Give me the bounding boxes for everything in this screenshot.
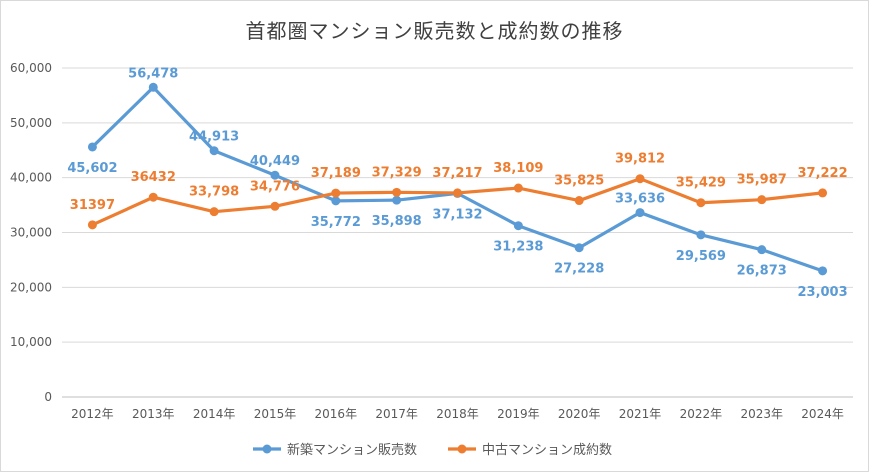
data-point — [818, 266, 828, 276]
data-label: 44,913 — [189, 130, 239, 145]
data-point — [209, 146, 219, 156]
data-label: 35,987 — [737, 173, 787, 188]
data-label: 31,238 — [493, 240, 543, 255]
data-point — [270, 170, 280, 180]
legend-marker — [262, 444, 272, 454]
data-label: 36432 — [131, 170, 176, 185]
data-point — [331, 188, 341, 198]
data-label: 35,825 — [554, 174, 604, 189]
y-tick-label: 20,000 — [10, 280, 52, 294]
x-tick-label: 2017年 — [375, 407, 418, 421]
data-point — [635, 208, 645, 218]
y-tick-label: 50,000 — [10, 116, 52, 130]
data-label: 31397 — [70, 198, 115, 213]
x-tick-label: 2020年 — [558, 407, 601, 421]
y-tick-label: 60,000 — [10, 61, 52, 75]
chart-title: 首都圏マンション販売数と成約数の推移 — [245, 19, 624, 43]
data-label: 35,898 — [372, 214, 422, 229]
data-point — [148, 192, 158, 202]
data-label: 33,636 — [615, 192, 665, 207]
x-tick-label: 2019年 — [497, 407, 540, 421]
data-point — [87, 142, 97, 152]
x-tick-label: 2015年 — [254, 407, 297, 421]
data-point — [392, 195, 402, 205]
x-tick-label: 2022年 — [680, 407, 723, 421]
data-point — [392, 187, 402, 197]
x-tick-label: 2014年 — [193, 407, 236, 421]
x-tick-label: 2012年 — [71, 407, 114, 421]
data-label: 29,569 — [676, 249, 726, 264]
y-tick-label: 0 — [44, 390, 52, 404]
data-label: 26,873 — [737, 264, 787, 279]
legend-marker — [457, 444, 467, 454]
data-label: 27,228 — [554, 262, 604, 277]
data-point — [209, 207, 219, 217]
data-label: 23,003 — [797, 285, 847, 300]
data-point — [757, 195, 767, 205]
y-tick-label: 40,000 — [10, 171, 52, 185]
x-tick-label: 2016年 — [315, 407, 358, 421]
data-label: 38,109 — [493, 161, 543, 176]
data-point — [696, 198, 706, 208]
data-label: 39,812 — [615, 152, 665, 167]
data-point — [696, 230, 706, 240]
data-label: 37,329 — [372, 165, 422, 180]
data-point — [148, 82, 158, 92]
data-point — [818, 188, 828, 198]
x-tick-label: 2018年 — [436, 407, 479, 421]
y-tick-label: 10,000 — [10, 335, 52, 349]
x-tick-label: 2023年 — [740, 407, 783, 421]
data-label: 34,776 — [250, 179, 300, 194]
x-tick-label: 2013年 — [132, 407, 175, 421]
data-label: 35,429 — [676, 176, 726, 191]
data-point — [87, 220, 97, 230]
data-label: 37,217 — [432, 166, 482, 181]
data-label: 56,478 — [128, 66, 178, 81]
data-point — [453, 188, 462, 198]
data-point — [574, 196, 584, 206]
data-label: 37,189 — [311, 166, 361, 181]
x-tick-label: 2021年 — [619, 407, 662, 421]
data-point — [513, 221, 523, 231]
data-label: 37,132 — [432, 207, 482, 222]
data-label: 40,449 — [250, 154, 300, 169]
legend-label: 中古マンション成約数 — [482, 443, 612, 458]
data-label: 37,222 — [797, 166, 847, 181]
data-point — [331, 196, 341, 206]
data-point — [270, 201, 280, 211]
data-point — [757, 245, 767, 255]
x-tick-label: 2024年 — [801, 407, 844, 421]
legend-label: 新築マンション販売数 — [287, 442, 417, 458]
data-point — [574, 243, 584, 253]
data-label: 35,772 — [311, 215, 361, 230]
data-label: 45,602 — [67, 161, 117, 176]
data-label: 33,798 — [189, 185, 239, 200]
data-point — [635, 174, 645, 184]
data-point — [513, 183, 523, 193]
y-tick-label: 30,000 — [10, 226, 52, 240]
